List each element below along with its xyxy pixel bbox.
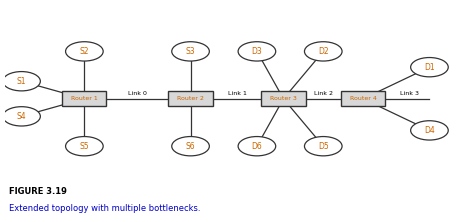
Ellipse shape	[65, 137, 103, 156]
FancyBboxPatch shape	[62, 91, 107, 106]
Text: S5: S5	[80, 142, 89, 151]
Text: Router 4: Router 4	[350, 96, 376, 101]
Ellipse shape	[3, 71, 40, 91]
Ellipse shape	[3, 107, 40, 126]
Text: S6: S6	[186, 142, 195, 151]
Text: D1: D1	[424, 63, 435, 72]
Text: D2: D2	[318, 47, 328, 56]
Text: FIGURE 3.19: FIGURE 3.19	[9, 186, 67, 196]
Text: S2: S2	[80, 47, 89, 56]
Ellipse shape	[238, 42, 276, 61]
Ellipse shape	[65, 42, 103, 61]
Text: Link 0: Link 0	[128, 91, 147, 96]
Text: Router 2: Router 2	[177, 96, 204, 101]
Text: S3: S3	[186, 47, 195, 56]
Text: Link 2: Link 2	[314, 91, 333, 96]
Text: Extended topology with multiple bottlenecks.: Extended topology with multiple bottlene…	[9, 204, 201, 213]
Text: S4: S4	[17, 112, 27, 121]
Ellipse shape	[304, 137, 342, 156]
Text: D3: D3	[252, 47, 262, 56]
Ellipse shape	[238, 137, 276, 156]
Text: D5: D5	[318, 142, 328, 151]
Ellipse shape	[410, 121, 448, 140]
Ellipse shape	[304, 42, 342, 61]
Text: Link 1: Link 1	[228, 91, 246, 96]
FancyBboxPatch shape	[168, 91, 213, 106]
Text: D6: D6	[252, 142, 262, 151]
Text: Router 1: Router 1	[71, 96, 98, 101]
FancyBboxPatch shape	[261, 91, 306, 106]
Text: D4: D4	[424, 126, 435, 135]
Ellipse shape	[172, 42, 210, 61]
Text: Link 3: Link 3	[400, 91, 419, 96]
Text: Router 3: Router 3	[270, 96, 297, 101]
Ellipse shape	[410, 57, 448, 77]
Ellipse shape	[172, 137, 210, 156]
Text: S1: S1	[17, 77, 26, 86]
FancyBboxPatch shape	[341, 91, 385, 106]
